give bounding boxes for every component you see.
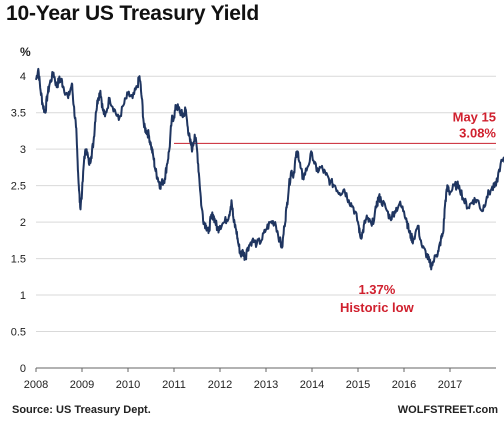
y-tick-label: 2.5 [11,181,26,193]
x-tick-label: 2010 [116,379,140,391]
annotation-low-line: 1.37% [358,282,395,297]
x-tick-label: 2015 [346,379,370,391]
x-tick-label: 2017 [438,379,462,391]
source-note: Source: US Treasury Dept. [12,404,151,416]
y-tick-label: 0 [20,363,26,375]
x-tick-label: 2009 [70,379,94,391]
x-tick-label: 2011 [162,379,186,391]
x-tick-label: 2012 [208,379,232,391]
y-tick-label: 3.5 [11,108,26,120]
y-tick-label: 4 [20,71,26,83]
x-tick-label: 2013 [254,379,278,391]
y-tick-label: 3 [20,144,26,156]
y-tick-label: 1 [20,290,26,302]
annotation-low-line: Historic low [340,300,415,315]
y-axis-ticks: 0 0.5 1 1.5 2 2.5 3 3.5 4 [11,71,26,375]
annotations: May 153.08% 1.37% Historic low [340,109,496,315]
y-tick-label: 0.5 [11,327,26,339]
y-tick-label: 1.5 [11,254,26,266]
chart-title: 10-Year US Treasury Yield [6,2,259,25]
x-tick-label: 2008 [24,379,48,391]
y-tick-label: 2 [20,217,26,229]
x-tick-label: 2016 [392,379,416,391]
grid-lines [36,75,496,333]
x-tick-label: 2014 [300,379,324,391]
annotation-latest-line: May 15 [453,109,496,124]
brand-watermark: WOLFSTREET.com [397,404,498,416]
y-axis-unit: % [20,45,31,59]
x-axis-ticks: 2008 2009 2010 2011 2012 2013 2014 2015 2016 2017 [24,368,462,391]
yield-line-series [35,67,504,271]
annotation-latest-line: 3.08% [459,125,496,140]
